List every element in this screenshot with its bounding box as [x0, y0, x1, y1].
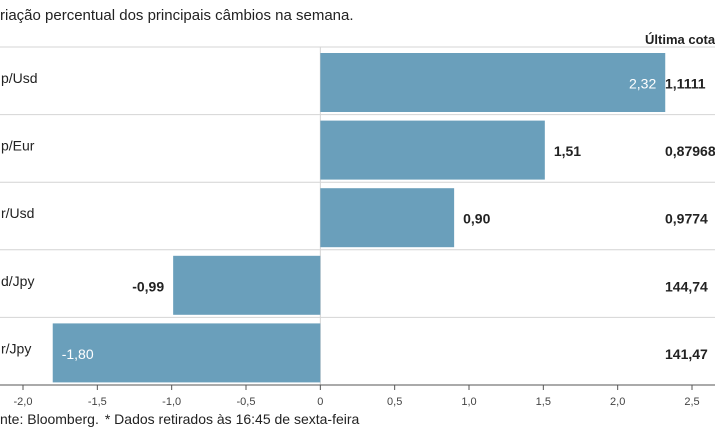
value-label: 0,90	[463, 211, 490, 227]
last-quote-value: 0,9774	[665, 211, 708, 227]
last-quote-value: 141,47	[665, 346, 708, 362]
value-label: -0,99	[132, 278, 164, 294]
source-note: nte: Bloomberg. * Dados retirados às 16:4…	[0, 411, 359, 427]
x-tick-label: 2,5	[684, 396, 699, 408]
category-label: d/Jpy	[1, 273, 34, 289]
category-label: p/Eur	[1, 138, 35, 154]
x-tick-label: 2,0	[610, 396, 625, 408]
last-quote-header: Última cotaç	[645, 32, 715, 47]
bar	[320, 53, 666, 112]
x-tick-label: 1,5	[536, 396, 551, 408]
value-label: 2,32	[629, 76, 656, 92]
value-label: -1,80	[62, 346, 94, 362]
value-label: 1,51	[554, 143, 581, 159]
source-footnote: * Dados retirados às 16:45 de sexta-feir…	[104, 411, 360, 427]
x-tick-label: -1,0	[162, 396, 181, 408]
category-label: p/Usd	[1, 70, 38, 86]
bar	[320, 120, 545, 180]
bar	[173, 255, 321, 315]
x-tick-label: -1,5	[88, 396, 107, 408]
x-tick-label: -0,5	[237, 396, 256, 408]
last-quote-value: 0,87968	[665, 143, 715, 159]
last-quote-value: 1,1111	[665, 76, 706, 92]
x-tick-label: 0	[317, 396, 323, 408]
x-tick-label: 1,0	[461, 396, 476, 408]
chart-subtitle: riação percentual dos principais câmbios…	[0, 7, 354, 24]
x-tick-label: 0,5	[387, 396, 402, 408]
category-label: r/Jpy	[1, 340, 31, 356]
bar	[52, 323, 321, 383]
last-quote-value: 144,74	[665, 278, 708, 294]
category-label: r/Usd	[1, 205, 34, 221]
source-text: nte: Bloomberg.	[0, 411, 99, 427]
bar	[320, 188, 455, 248]
x-tick-label: -2,0	[14, 396, 33, 408]
